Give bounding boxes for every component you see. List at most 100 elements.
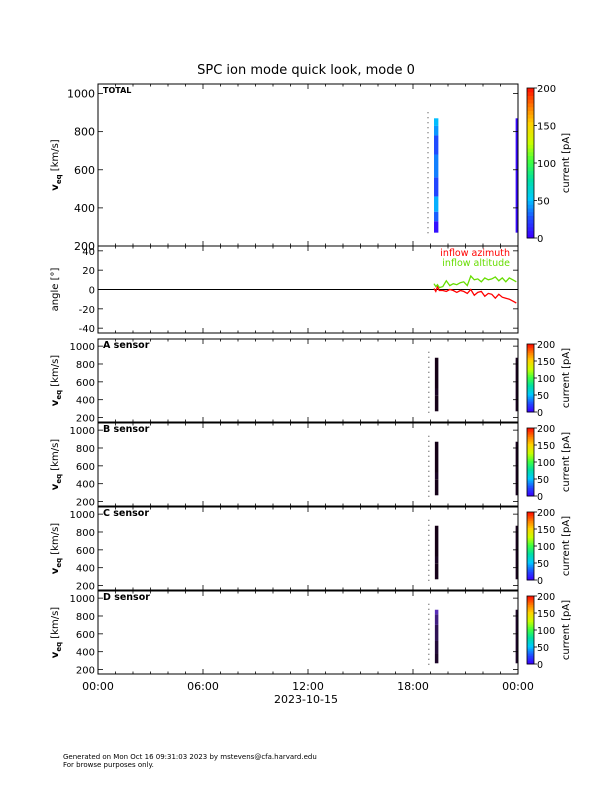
colorbar-label: current [pA] [561,133,572,193]
colorbar-swatch [527,638,534,641]
colorbar-swatch [527,350,534,353]
colorbar-swatch [527,381,534,384]
colorbar-swatch [527,571,534,574]
colorbar-swatch [527,460,534,463]
colorbar-swatch [527,398,534,401]
y-tick-label: 400 [74,202,95,215]
y-axis-label-symbol: v [50,651,61,658]
colorbar-swatch [527,396,534,399]
colorbar-swatch [527,490,534,494]
colorbar-swatch [527,140,534,145]
colorbar-swatch [527,609,534,612]
y-tick-label: 400 [76,480,95,491]
colorbar-swatch [527,652,534,655]
colorbar-swatch [527,566,534,569]
colorbar-swatch [527,433,534,436]
spectrogram-band-a-1 [434,388,439,396]
colorbar-swatch [527,554,534,557]
panel-a: 200 400 600 800 1000 veq [km/s] A sensor 0 50 100… [50,338,572,425]
x-tick-label: 12:00 [292,680,324,693]
colorbar-total: 0 50 100 150 200 current [pA] [526,84,572,245]
y-axis-label-subscript: eq [55,642,63,652]
colorbar-swatch [527,208,534,213]
y-axis-label-angle: angle [°] [50,268,61,312]
spectrogram-band-d-0 [434,653,439,664]
colorbar-swatch [527,345,534,348]
y-axis-label-c: veq [km/s] [50,523,63,574]
colorbar-swatch [527,450,534,453]
colorbar-tick-label: 200 [537,508,555,519]
footer-browse-line: For browse purposes only. [63,761,154,769]
colorbar-swatch [527,578,534,581]
y-tick-label: 200 [76,666,95,677]
colorbar-swatch [527,431,534,434]
spectrogram-band-d-2 [434,624,439,641]
colorbar-swatch [527,655,534,658]
colorbar-swatch [527,552,534,555]
colorbar-swatch [527,121,534,126]
colorbar-swatch [527,468,534,471]
y-tick-label: 600 [76,546,95,557]
panel-total: 200 400 600 800 1000 veq [km/s] TOTAL 0 50 100 150… [50,83,572,253]
spectrogram-band-c-1 [434,556,439,564]
x-tick-label: 00:00 [502,680,534,693]
spectrogram-band-c-2 [434,525,439,557]
colorbar-swatch [527,405,534,408]
colorbar-swatch [527,400,534,403]
y-axis-label-unit: [km/s] [50,139,61,174]
colorbar-swatch [527,532,534,535]
colorbar-swatch [527,494,534,497]
y-tick-label: 400 [76,648,95,659]
colorbar-swatch [527,648,534,651]
colorbar-swatch [527,482,534,485]
y-tick-label: 1000 [70,342,95,353]
colorbar-swatch [527,467,534,470]
edge-band-a [515,357,519,412]
y-axis-label-symbol: v [50,567,61,574]
colorbar-swatch [527,436,534,439]
colorbar-label: current [pA] [561,432,572,492]
y-axis-label-unit: [km/s] [50,607,61,642]
plot-frame-c [97,506,519,591]
colorbar-swatch [527,517,534,520]
colorbar-swatch [527,389,534,393]
colorbar-swatch [527,635,534,638]
colorbar-swatch [527,88,534,93]
colorbar-swatch [527,234,534,239]
colorbar-swatch [527,611,534,614]
colorbar-swatch [527,473,534,477]
spectrogram-band-total-6 [434,125,439,136]
colorbar-swatch [527,448,534,451]
colorbar-swatch [527,118,534,123]
colorbar-swatch [527,602,534,605]
colorbar-swatch [527,369,534,372]
colorbar-swatch [527,607,534,611]
colorbar-swatch [527,163,534,168]
colorbar-swatch [527,193,534,198]
colorbar-swatch [527,599,534,602]
colorbar-swatch [527,616,534,619]
spectrogram-band-total-2 [434,196,439,212]
colorbar-swatch [527,633,534,636]
spectrogram-band-c-0 [434,563,439,580]
colorbar-swatch [527,458,534,461]
colorbar-swatch [527,645,534,648]
colorbar-swatch [527,378,534,381]
plot-frame-total [97,83,519,247]
spectrogram-band-total-7 [434,118,439,126]
colorbar-swatch [527,549,534,552]
y-tick-label: 20 [82,266,95,277]
y-tick-label: -40 [79,324,95,335]
spectrogram-band-b-2 [434,441,439,473]
y-tick-label: 400 [76,564,95,575]
colorbar-swatch [527,230,534,235]
y-axis-label-total: veq [km/s] [50,139,63,190]
colorbar-swatch [527,451,534,454]
colorbar-swatch [527,410,534,413]
colorbar-swatch [527,546,534,549]
colorbar-swatch [527,403,534,406]
colorbar-swatch [527,597,534,600]
colorbar-swatch [527,614,534,617]
colorbar-swatch [527,641,534,645]
colorbar-tick-label: 200 [537,424,555,435]
